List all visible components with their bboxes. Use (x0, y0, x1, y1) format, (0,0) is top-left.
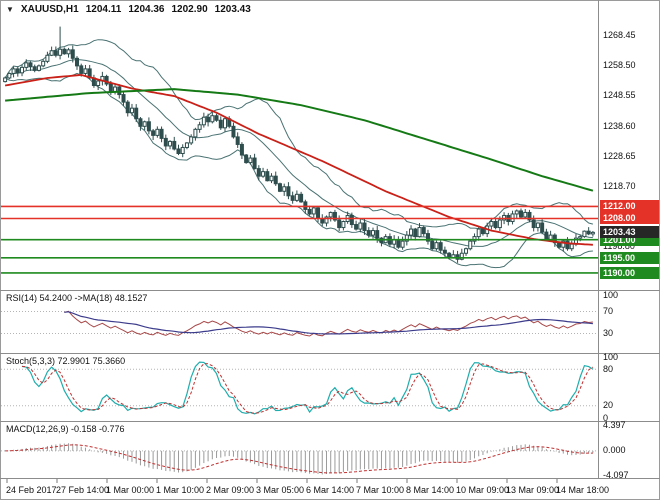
price-axis[interactable]: 1268.45 1258.50 1248.55 1238.60 1228.65 1218.… (599, 0, 660, 480)
price-tick-label: 1258.50 (603, 60, 636, 71)
price-tick-label: 1198.80 (603, 240, 635, 251)
time-tick-label: 14 Mar 18:00 (556, 485, 610, 495)
time-tick-label: 24 Feb 2017 (6, 485, 57, 495)
time-tick-label: 6 Mar 14:00 (306, 485, 355, 495)
time-tick-label: 2 Mar 09:00 (206, 485, 255, 495)
low-value: 1202.90 (171, 4, 208, 15)
price-level-badge: 1190.00 (600, 266, 659, 279)
time-tick-label: 27 Feb 14:00 (56, 485, 110, 495)
price-level-badge: 1195.00 (600, 251, 659, 264)
ma-fast-line (4, 73, 593, 246)
time-tick-label: 8 Mar 14:00 (406, 485, 455, 495)
price-tick-label: 1218.70 (603, 180, 636, 191)
indicator-scale-label: 0 (603, 412, 609, 423)
price-tick-label: 1248.55 (603, 90, 636, 101)
support-resistance-lines[interactable] (1, 205, 598, 274)
price-level-badge: 1212.00 (600, 200, 659, 213)
indicator-scale-label: 100 (603, 289, 619, 300)
rsi-label: RSI(14) 54.2400 ->MA(18) 48.1527 (6, 293, 148, 303)
indicator-scale-label: 70 (603, 306, 614, 316)
indicator-scale-label: 30 (603, 328, 614, 338)
indicator-scale-label: 100 (603, 351, 619, 362)
stoch-pane-plot (1, 361, 598, 415)
close-value: 1203.43 (214, 4, 251, 15)
stoch-label: Stoch(5,3,3) 72.9901 75.3660 (6, 356, 126, 366)
price-tick-label: 1268.45 (603, 30, 636, 41)
ohlc-header: ▼ XAUUSD,H1 1204.11 1204.36 1202.90 1203… (6, 4, 251, 15)
rsi-pane-plot (1, 310, 598, 337)
price-tick-label: 1228.65 (603, 150, 636, 161)
current-price-badge: 1203.43 (600, 226, 659, 239)
price-tick-label: 1238.60 (603, 120, 636, 131)
symbol-period-label: XAUUSD,H1 (20, 4, 79, 15)
time-tick-label: 7 Mar 10:00 (356, 485, 405, 495)
time-tick-label: 3 Mar 05:00 (256, 485, 305, 495)
time-tick-label: 1 Mar 10:00 (156, 485, 205, 495)
time-tick-label: 10 Mar 09:00 (456, 485, 510, 495)
high-value: 1204.36 (128, 4, 165, 15)
symbol-menu-icon[interactable]: ▼ (6, 5, 14, 14)
open-value: 1204.11 (85, 4, 122, 15)
time-axis[interactable]: 24 Feb 2017 27 Feb 14:00 1 Mar 00:00 1 Mar … (0, 479, 660, 500)
ma-slow-line (5, 88, 594, 192)
indicator-scale-label: 4.397 (603, 419, 626, 430)
macd-label: MACD(12,26,9) -0.158 -0.776 (6, 424, 125, 434)
macd-pane-plot (1, 443, 598, 475)
indicator-scale-label: -4.097 (603, 469, 629, 480)
indicator-scale-label: 80 (603, 363, 614, 374)
pane-separators (0, 0, 660, 483)
indicator-scale-label: 20 (603, 400, 614, 411)
indicator-scale-label: 0.000 (603, 445, 626, 456)
time-tick-label: 1 Mar 00:00 (106, 485, 155, 495)
time-tick-label: 13 Mar 09:00 (506, 485, 560, 495)
bollinger-bands (4, 39, 594, 269)
price-level-badge: 1208.00 (600, 212, 659, 225)
